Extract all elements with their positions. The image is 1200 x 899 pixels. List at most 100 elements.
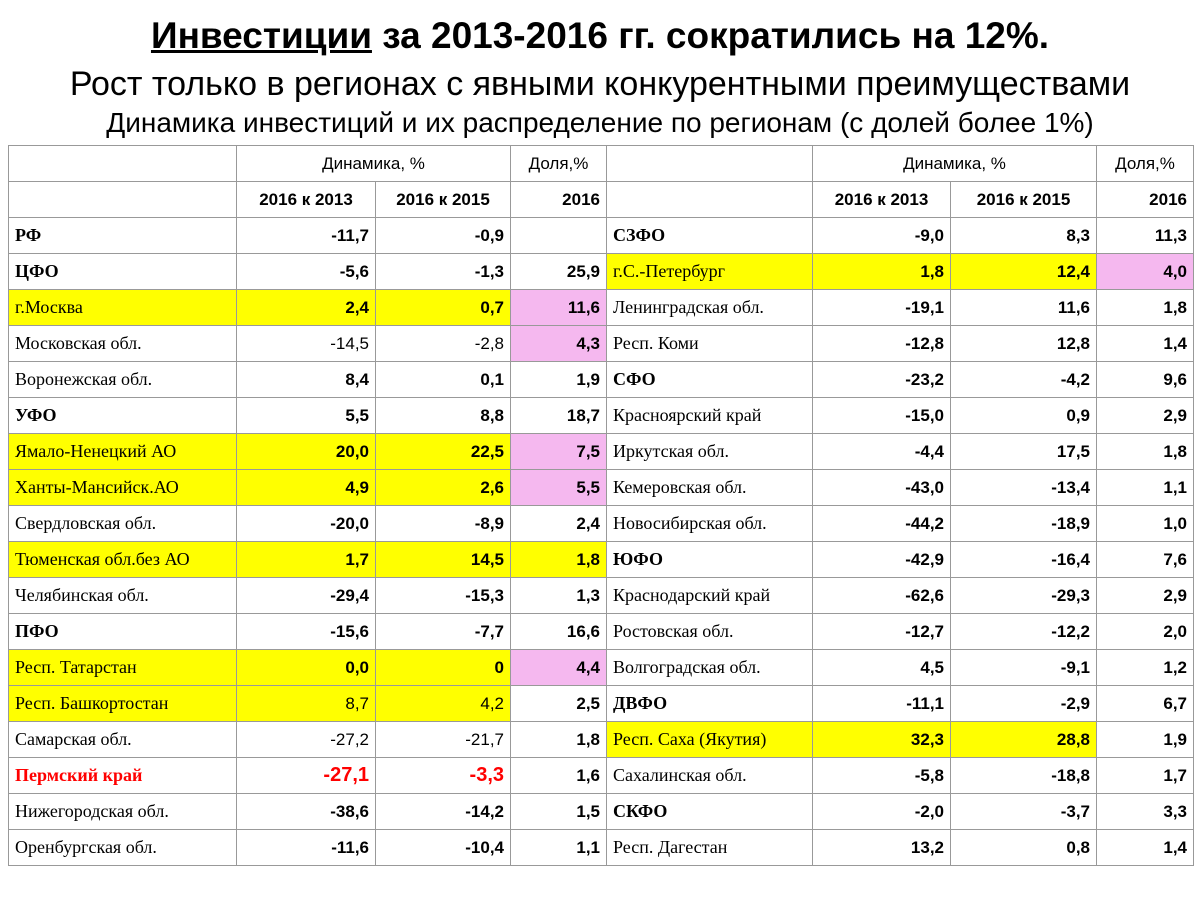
value-2016-2015-left: 0	[375, 649, 511, 686]
share-2016-right: 1,2	[1096, 649, 1194, 686]
region-name-left: Респ. Башкортостан	[8, 685, 237, 722]
region-name-left: Свердловская обл.	[8, 505, 237, 542]
value-2016-2013-left: 5,5	[236, 397, 376, 434]
value-2016-2015-left: -2,8	[375, 325, 511, 362]
value-2016-2013-right: -19,1	[812, 289, 951, 326]
header-empty-left-2	[8, 181, 237, 218]
value-2016-2013-left: -14,5	[236, 325, 376, 362]
region-name-right: Красноярский край	[606, 397, 813, 434]
share-2016-right: 4,0	[1096, 253, 1194, 290]
region-name-right: СЗФО	[606, 217, 813, 254]
share-2016-left: 5,5	[510, 469, 607, 506]
share-2016-right: 1,1	[1096, 469, 1194, 506]
region-name-left: Респ. Татарстан	[8, 649, 237, 686]
main-title-rest: за 2013-2016 гг. сократились на 12%.	[371, 15, 1050, 56]
share-2016-right: 7,6	[1096, 541, 1194, 578]
value-2016-2015-right: -9,1	[950, 649, 1097, 686]
region-name-left: ПФО	[8, 613, 237, 650]
share-2016-right: 1,4	[1096, 325, 1194, 362]
table-row: ЦФО -5,6 -1,3 25,9 г.С.-Петербург 1,8 12,4 4,0	[8, 253, 1194, 290]
value-2016-2015-right: -16,4	[950, 541, 1097, 578]
share-2016-right: 1,9	[1096, 721, 1194, 758]
value-2016-2015-left: -7,7	[375, 613, 511, 650]
value-2016-2013-right: -44,2	[812, 505, 951, 542]
value-2016-2013-right: -62,6	[812, 577, 951, 614]
value-2016-2015-right: -29,3	[950, 577, 1097, 614]
region-name-left: УФО	[8, 397, 237, 434]
value-2016-2013-right: -2,0	[812, 793, 951, 830]
table-row: Тюменская обл.без АО 1,7 14,5 1,8 ЮФО -42,9 -1…	[8, 541, 1194, 578]
table-row: Ханты-Мансийск.АО 4,9 2,6 5,5 Кемеровская об…	[8, 469, 1194, 506]
value-2016-2013-right: 4,5	[812, 649, 951, 686]
header-empty-left	[8, 145, 237, 182]
header-2016-2013-left: 2016 к 2013	[236, 181, 376, 218]
value-2016-2013-left: 8,4	[236, 361, 376, 398]
region-name-left: Оренбургская обл.	[8, 829, 237, 866]
share-2016-right: 2,0	[1096, 613, 1194, 650]
table-row: Нижегородская обл. -38,6 -14,2 1,5 СКФО -2,0-…	[8, 793, 1194, 830]
region-name-right: ЮФО	[606, 541, 813, 578]
table-row: ПФО -15,6 -7,7 16,6 Ростовская обл. -12,7 -12,…	[8, 613, 1194, 650]
header-share-left: Доля,%	[510, 145, 607, 182]
table-row: Ямало-Ненецкий АО 20,0 22,5 7,5 Иркутская об…	[8, 433, 1194, 470]
value-2016-2015-left: 0,7	[375, 289, 511, 326]
share-2016-right: 1,8	[1096, 433, 1194, 470]
share-2016-left: 2,5	[510, 685, 607, 722]
value-2016-2015-right: -3,7	[950, 793, 1097, 830]
region-name-left: ЦФО	[8, 253, 237, 290]
region-name-left: Ямало-Ненецкий АО	[8, 433, 237, 470]
share-2016-right: 1,8	[1096, 289, 1194, 326]
value-2016-2015-left: 4,2	[375, 685, 511, 722]
value-2016-2013-left: -27,1	[236, 757, 376, 794]
region-name-right: Респ. Коми	[606, 325, 813, 362]
share-2016-left: 2,4	[510, 505, 607, 542]
main-title-underlined: Инвестиции	[150, 15, 372, 56]
region-name-left: Пермский край	[8, 757, 237, 794]
value-2016-2015-right: 8,3	[950, 217, 1097, 254]
value-2016-2015-left: 0,1	[375, 361, 511, 398]
share-2016-right: 9,6	[1096, 361, 1194, 398]
value-2016-2013-left: -20,0	[236, 505, 376, 542]
main-title: Инвестиции за 2013-2016 гг. сократились …	[0, 14, 1200, 58]
header-2016-right: 2016	[1096, 181, 1194, 218]
table-row: Воронежская обл. 8,4 0,1 1,9 СФО -23,2 -4,2 9,6	[8, 361, 1194, 398]
share-2016-left: 16,6	[510, 613, 607, 650]
share-2016-right: 1,0	[1096, 505, 1194, 542]
value-2016-2013-right: -9,0	[812, 217, 951, 254]
region-name-right: Волгоградская обл.	[606, 649, 813, 686]
share-2016-right: 11,3	[1096, 217, 1194, 254]
header-dynamics-left: Динамика, %	[236, 145, 511, 182]
header-2016-2015-left: 2016 к 2015	[375, 181, 511, 218]
value-2016-2015-right: -13,4	[950, 469, 1097, 506]
value-2016-2013-right: -11,1	[812, 685, 951, 722]
share-2016-left: 4,4	[510, 649, 607, 686]
share-2016-left: 1,6	[510, 757, 607, 794]
value-2016-2013-left: -29,4	[236, 577, 376, 614]
value-2016-2015-right: -18,9	[950, 505, 1097, 542]
share-2016-left: 1,9	[510, 361, 607, 398]
value-2016-2013-right: 13,2	[812, 829, 951, 866]
share-2016-left: 4,3	[510, 325, 607, 362]
table-caption: Динамика инвестиций и их распределение п…	[106, 107, 1094, 138]
region-name-right: Сахалинская обл.	[606, 757, 813, 794]
value-2016-2013-right: -12,7	[812, 613, 951, 650]
share-2016-right: 1,7	[1096, 757, 1194, 794]
value-2016-2013-right: -15,0	[812, 397, 951, 434]
region-name-left: г.Москва	[8, 289, 237, 326]
region-name-left: РФ	[8, 217, 237, 254]
value-2016-2013-right: -5,8	[812, 757, 951, 794]
region-name-left: Нижегородская обл.	[8, 793, 237, 830]
value-2016-2015-left: -21,7	[375, 721, 511, 758]
share-2016-right: 2,9	[1096, 577, 1194, 614]
table-row: УФО 5,5 8,8 18,7 Красноярский край -15,0 0,9 2,…	[8, 397, 1194, 434]
header-2016-left: 2016	[510, 181, 607, 218]
value-2016-2013-left: -38,6	[236, 793, 376, 830]
value-2016-2015-left: 14,5	[375, 541, 511, 578]
share-2016-left: 1,5	[510, 793, 607, 830]
value-2016-2015-left: -8,9	[375, 505, 511, 542]
region-name-left: Московская обл.	[8, 325, 237, 362]
region-name-right: Краснодарский край	[606, 577, 813, 614]
region-name-right: ДВФО	[606, 685, 813, 722]
value-2016-2013-right: -43,0	[812, 469, 951, 506]
value-2016-2013-left: -11,7	[236, 217, 376, 254]
